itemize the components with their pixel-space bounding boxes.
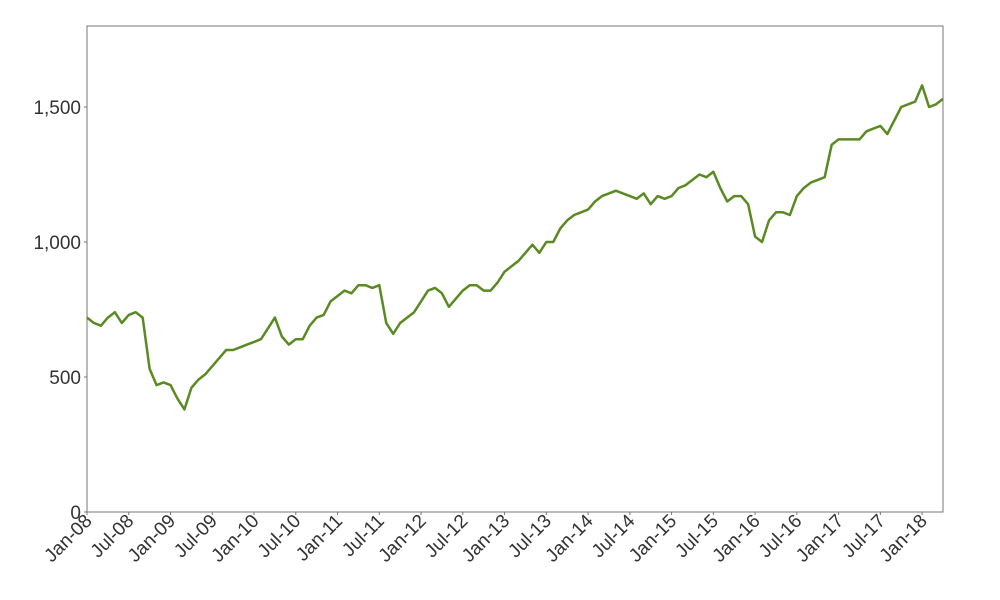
y-tick-label: 1,000 xyxy=(33,233,81,254)
x-tick-label: Jan-13 xyxy=(458,511,514,567)
plot-frame xyxy=(86,25,944,513)
x-tick-label: Jan-08 xyxy=(41,511,97,567)
x-tick-label: Jan-14 xyxy=(542,510,598,566)
y-tick-label: 0 xyxy=(70,503,81,524)
x-tick-label: Jan-10 xyxy=(208,511,264,567)
x-tick-label: Jan-09 xyxy=(124,511,180,567)
x-tick-label: Jan-12 xyxy=(375,511,431,567)
x-tick-label: Jan-16 xyxy=(709,511,765,567)
x-tick-label: Jan-18 xyxy=(876,511,932,567)
data-line xyxy=(86,84,944,411)
y-tick-label: 1,500 xyxy=(33,98,81,119)
x-tick-label: Jan-17 xyxy=(792,511,848,567)
x-tick-label: Jan-15 xyxy=(625,511,681,567)
x-tick-label: Jan-11 xyxy=(292,511,347,566)
y-tick-label: 500 xyxy=(49,368,81,389)
